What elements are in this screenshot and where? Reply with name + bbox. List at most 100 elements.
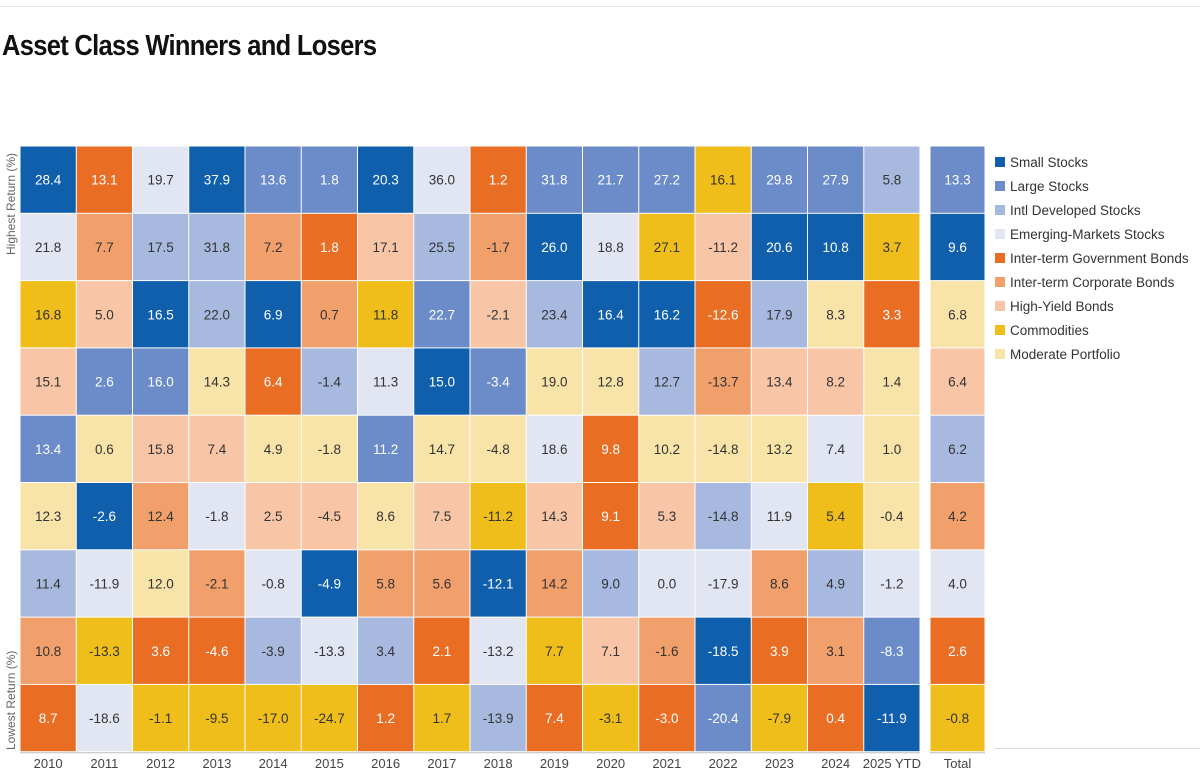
cell-value: 16.2	[654, 307, 680, 322]
page-title: Asset Class Winners and Losers	[2, 30, 377, 62]
cell-value: 2.5	[264, 509, 283, 524]
cell-2021-rank-1	[639, 146, 695, 213]
cell-value: 16.4	[597, 307, 624, 322]
cell-2014-rank-4	[245, 348, 301, 415]
cell-2019-rank-4	[526, 348, 582, 415]
cell-value: 18.8	[597, 240, 623, 255]
cell-2012-rank-6	[133, 483, 189, 550]
cell-2014-rank-8	[245, 617, 301, 684]
cell-value: -18.5	[708, 644, 739, 659]
cell-value: -12.6	[708, 307, 739, 322]
cell-value: -8.3	[880, 644, 903, 659]
cell-2018-rank-9	[470, 684, 526, 752]
cell-2024-rank-6	[808, 483, 864, 550]
cell-2011-rank-7	[76, 550, 132, 617]
cell-2016-rank-6	[358, 483, 414, 550]
cell-value: 21.8	[35, 240, 61, 255]
cell-value: -0.8	[946, 711, 969, 726]
column-label: 2013	[202, 756, 231, 771]
legend-label: Small Stocks	[1010, 154, 1089, 170]
cell-value: 7.4	[545, 711, 564, 726]
cell-value: 12.7	[654, 375, 680, 390]
cell-value: 16.1	[710, 173, 736, 188]
cell-2021-rank-4	[639, 348, 695, 415]
cell-value: 12.0	[147, 576, 173, 591]
cell-2024-rank-4	[808, 348, 864, 415]
cell-value: -13.9	[483, 711, 514, 726]
cell-2019-rank-7	[526, 550, 582, 617]
cell-2016-rank-7	[358, 550, 414, 617]
cell-2022-rank-7	[695, 550, 751, 617]
cell-value: -1.8	[318, 442, 341, 457]
cell-2011-rank-8	[76, 617, 132, 684]
cell-value: 20.6	[766, 240, 792, 255]
cell-value: 8.2	[826, 375, 845, 390]
cell-2015-rank-2	[301, 213, 357, 281]
cell-value: 36.0	[429, 173, 455, 188]
cell-value: 6.2	[948, 442, 967, 457]
cell-2018-rank-3	[470, 281, 526, 348]
cell-2022-rank-2	[695, 213, 751, 281]
cell-total-rank-3	[930, 281, 985, 348]
cell-2014-rank-1	[245, 146, 301, 213]
cell-2013-rank-3	[189, 281, 245, 348]
cell-value: -3.0	[655, 711, 678, 726]
cell-value: -3.4	[486, 375, 510, 390]
cell-2025-ytd-rank-1	[864, 146, 920, 213]
cell-value: 13.3	[944, 173, 970, 188]
cell-value: 29.8	[766, 173, 792, 188]
cell-2020-rank-7	[583, 550, 639, 617]
column-label: 2016	[371, 756, 400, 771]
cell-2021-rank-2	[639, 213, 695, 281]
cell-value: 9.8	[601, 442, 620, 457]
cell-value: -4.9	[318, 576, 341, 591]
cell-value: 11.8	[373, 307, 398, 322]
cell-2025-ytd-rank-2	[864, 213, 920, 281]
cell-value: 19.0	[541, 375, 567, 390]
cell-value: 3.4	[376, 644, 395, 659]
cell-2010-rank-7	[20, 550, 76, 617]
cell-2011-rank-6	[76, 483, 132, 550]
cell-value: -17.0	[258, 711, 289, 726]
cell-value: 8.6	[770, 576, 789, 591]
cell-2021-rank-9	[639, 684, 695, 752]
cell-2017-rank-5	[414, 415, 470, 482]
cell-2012-rank-4	[133, 348, 189, 415]
cell-value: 27.1	[654, 240, 680, 255]
cell-2019-rank-8	[526, 617, 582, 684]
cell-2025-ytd-rank-7	[864, 550, 920, 617]
cell-value: 17.5	[147, 240, 173, 255]
cell-2014-rank-3	[245, 281, 301, 348]
cell-2016-rank-9	[358, 684, 414, 752]
cell-2019-rank-6	[526, 483, 582, 550]
legend-swatch	[995, 325, 1005, 335]
cell-2018-rank-5	[470, 415, 526, 482]
cell-value: 1.8	[320, 240, 339, 255]
cell-2021-rank-6	[639, 483, 695, 550]
cell-2023-rank-4	[751, 348, 807, 415]
legend-label: Emerging-Markets Stocks	[1010, 226, 1165, 242]
cell-value: 4.9	[826, 576, 845, 591]
cell-2024-rank-2	[808, 213, 864, 281]
column-label: 2015	[315, 756, 344, 771]
cell-2013-rank-8	[189, 617, 245, 684]
cell-2013-rank-4	[189, 348, 245, 415]
cell-value: -14.8	[708, 509, 739, 524]
cell-2014-rank-6	[245, 483, 301, 550]
legend-label: Commodities	[1010, 322, 1089, 338]
cell-2023-rank-6	[751, 483, 807, 550]
cell-value: 26.0	[541, 240, 567, 255]
cell-2017-rank-2	[414, 213, 470, 281]
cell-value: 11.3	[373, 375, 398, 390]
cell-value: 14.2	[541, 576, 567, 591]
cell-value: 5.6	[432, 576, 451, 591]
cell-2018-rank-4	[470, 348, 526, 415]
cell-2018-rank-7	[470, 550, 526, 617]
column-label: 2020	[596, 756, 625, 771]
cell-value: 13.4	[35, 442, 62, 457]
cell-2014-rank-2	[245, 213, 301, 281]
cell-value: -13.7	[708, 375, 739, 390]
cell-2022-rank-6	[695, 483, 751, 550]
cell-value: 5.3	[657, 509, 676, 524]
cell-value: 10.8	[35, 644, 61, 659]
